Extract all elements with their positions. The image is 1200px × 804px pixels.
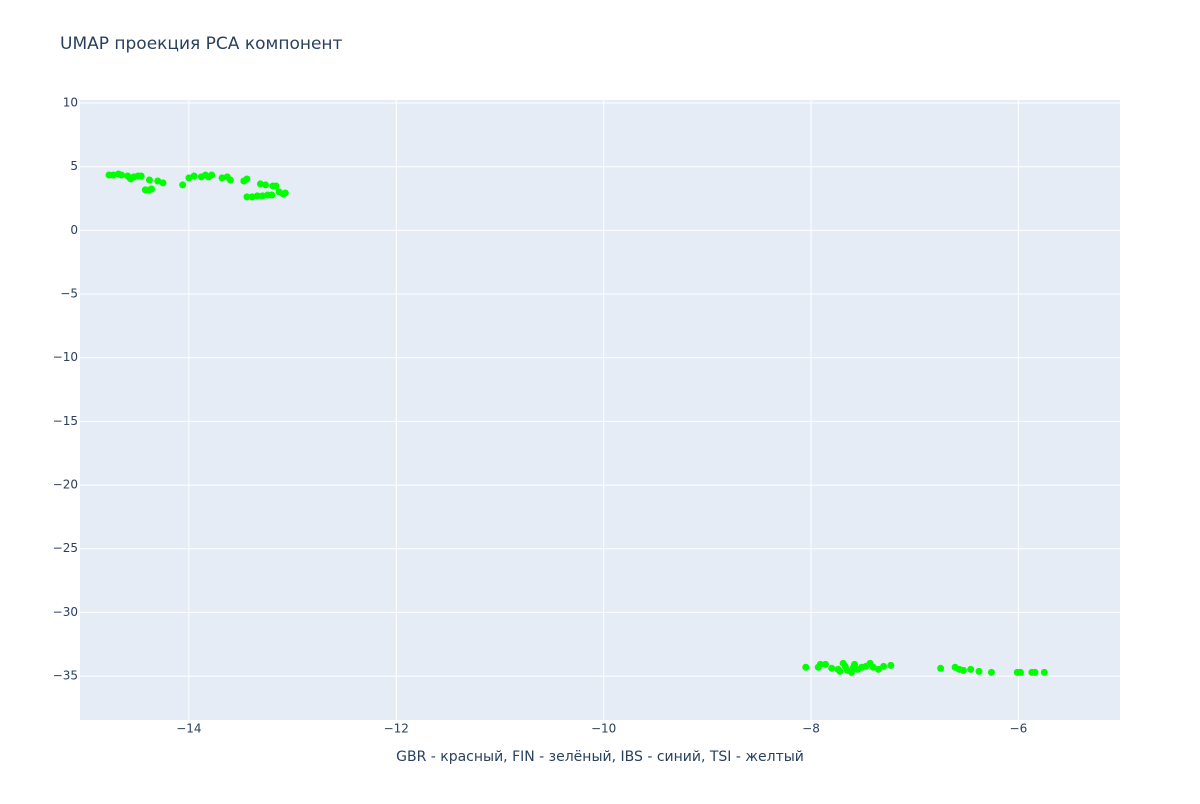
point	[258, 192, 266, 200]
point	[987, 668, 995, 676]
x-tick-label: −10	[591, 722, 616, 736]
point	[159, 179, 167, 187]
y-tick-label: 0	[70, 223, 78, 237]
y-tick-label: −25	[53, 541, 78, 555]
point	[828, 664, 836, 672]
y-tick-label: −20	[53, 478, 78, 492]
y-tick-label: −15	[53, 414, 78, 428]
point	[243, 193, 251, 201]
point	[179, 181, 187, 189]
point	[874, 665, 882, 673]
point	[816, 660, 824, 668]
point	[272, 182, 280, 190]
point	[148, 185, 156, 193]
x-tick-label: −14	[176, 722, 201, 736]
point	[117, 171, 125, 179]
point	[218, 174, 226, 182]
point	[937, 664, 945, 672]
point	[1040, 668, 1048, 676]
point	[967, 665, 975, 673]
point	[137, 172, 145, 180]
point	[243, 175, 251, 183]
point	[256, 180, 264, 188]
point	[208, 171, 216, 179]
point	[268, 191, 276, 199]
point	[248, 193, 256, 201]
point	[836, 667, 844, 675]
chart-title: UMAP проекция PCA компонент	[60, 34, 343, 54]
point	[1016, 668, 1024, 676]
point	[802, 663, 810, 671]
point	[959, 666, 967, 674]
plot-area	[80, 100, 1120, 720]
y-tick-label: −35	[53, 669, 78, 683]
point	[1031, 668, 1039, 676]
point	[109, 171, 117, 179]
point	[126, 174, 134, 182]
point	[253, 192, 261, 200]
x-tick-label: −6	[1010, 722, 1028, 736]
point	[190, 172, 198, 180]
y-tick-label: 5	[70, 159, 78, 173]
point	[822, 660, 830, 668]
point	[880, 662, 888, 670]
x-axis-title: GBR - красный, FIN - зелёный, IBS - сини…	[396, 749, 804, 765]
y-tick-label: −5	[60, 287, 78, 301]
x-tick-label: −8	[802, 722, 820, 736]
point	[281, 189, 289, 197]
point	[262, 181, 270, 189]
y-tick-label: −10	[53, 350, 78, 364]
point	[145, 176, 153, 184]
y-tick-label: 10	[63, 96, 78, 110]
point	[226, 176, 234, 184]
point	[975, 667, 983, 675]
x-tick-label: −12	[384, 722, 409, 736]
point	[887, 661, 895, 669]
y-tick-label: −30	[53, 605, 78, 619]
